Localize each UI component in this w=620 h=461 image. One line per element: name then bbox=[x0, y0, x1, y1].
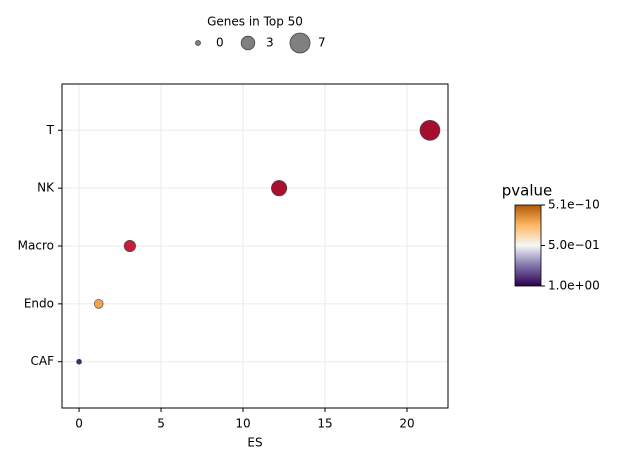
size-legend-label: 0 bbox=[216, 36, 224, 50]
colorbar-tick-label: 5.1e−10 bbox=[548, 198, 600, 212]
colorbar bbox=[514, 204, 542, 287]
x-tick-label: 15 bbox=[317, 417, 332, 431]
x-tick-label: 0 bbox=[75, 417, 83, 431]
size-legend-marker bbox=[195, 40, 201, 46]
colorbar-tick-label: 5.0e−01 bbox=[548, 238, 600, 252]
x-axis-label: ES bbox=[247, 436, 262, 450]
point bbox=[123, 239, 136, 253]
size-legend-label: 3 bbox=[266, 36, 274, 50]
y-tick-label: T bbox=[46, 123, 55, 137]
y-tick-label: CAF bbox=[31, 354, 55, 368]
y-tick-label: Macro bbox=[18, 239, 54, 253]
y-tick-label: NK bbox=[37, 181, 55, 195]
size-legend-title: Genes in Top 50 bbox=[207, 15, 303, 29]
point bbox=[76, 358, 82, 365]
size-legend-marker bbox=[289, 32, 311, 54]
plot-frame bbox=[61, 83, 449, 409]
x-tick-label: 20 bbox=[399, 417, 414, 431]
size-legend-label: 7 bbox=[318, 36, 326, 50]
colorbar-tick-label: 1.0e+00 bbox=[548, 279, 600, 293]
x-tick-label: 10 bbox=[235, 417, 250, 431]
point bbox=[271, 180, 288, 197]
point bbox=[93, 299, 104, 309]
size-legend-marker bbox=[240, 35, 256, 51]
x-tick-label: 5 bbox=[157, 417, 165, 431]
point bbox=[419, 119, 441, 141]
colorbar-title: pvalue bbox=[502, 182, 553, 200]
y-tick-label: Endo bbox=[24, 296, 54, 310]
